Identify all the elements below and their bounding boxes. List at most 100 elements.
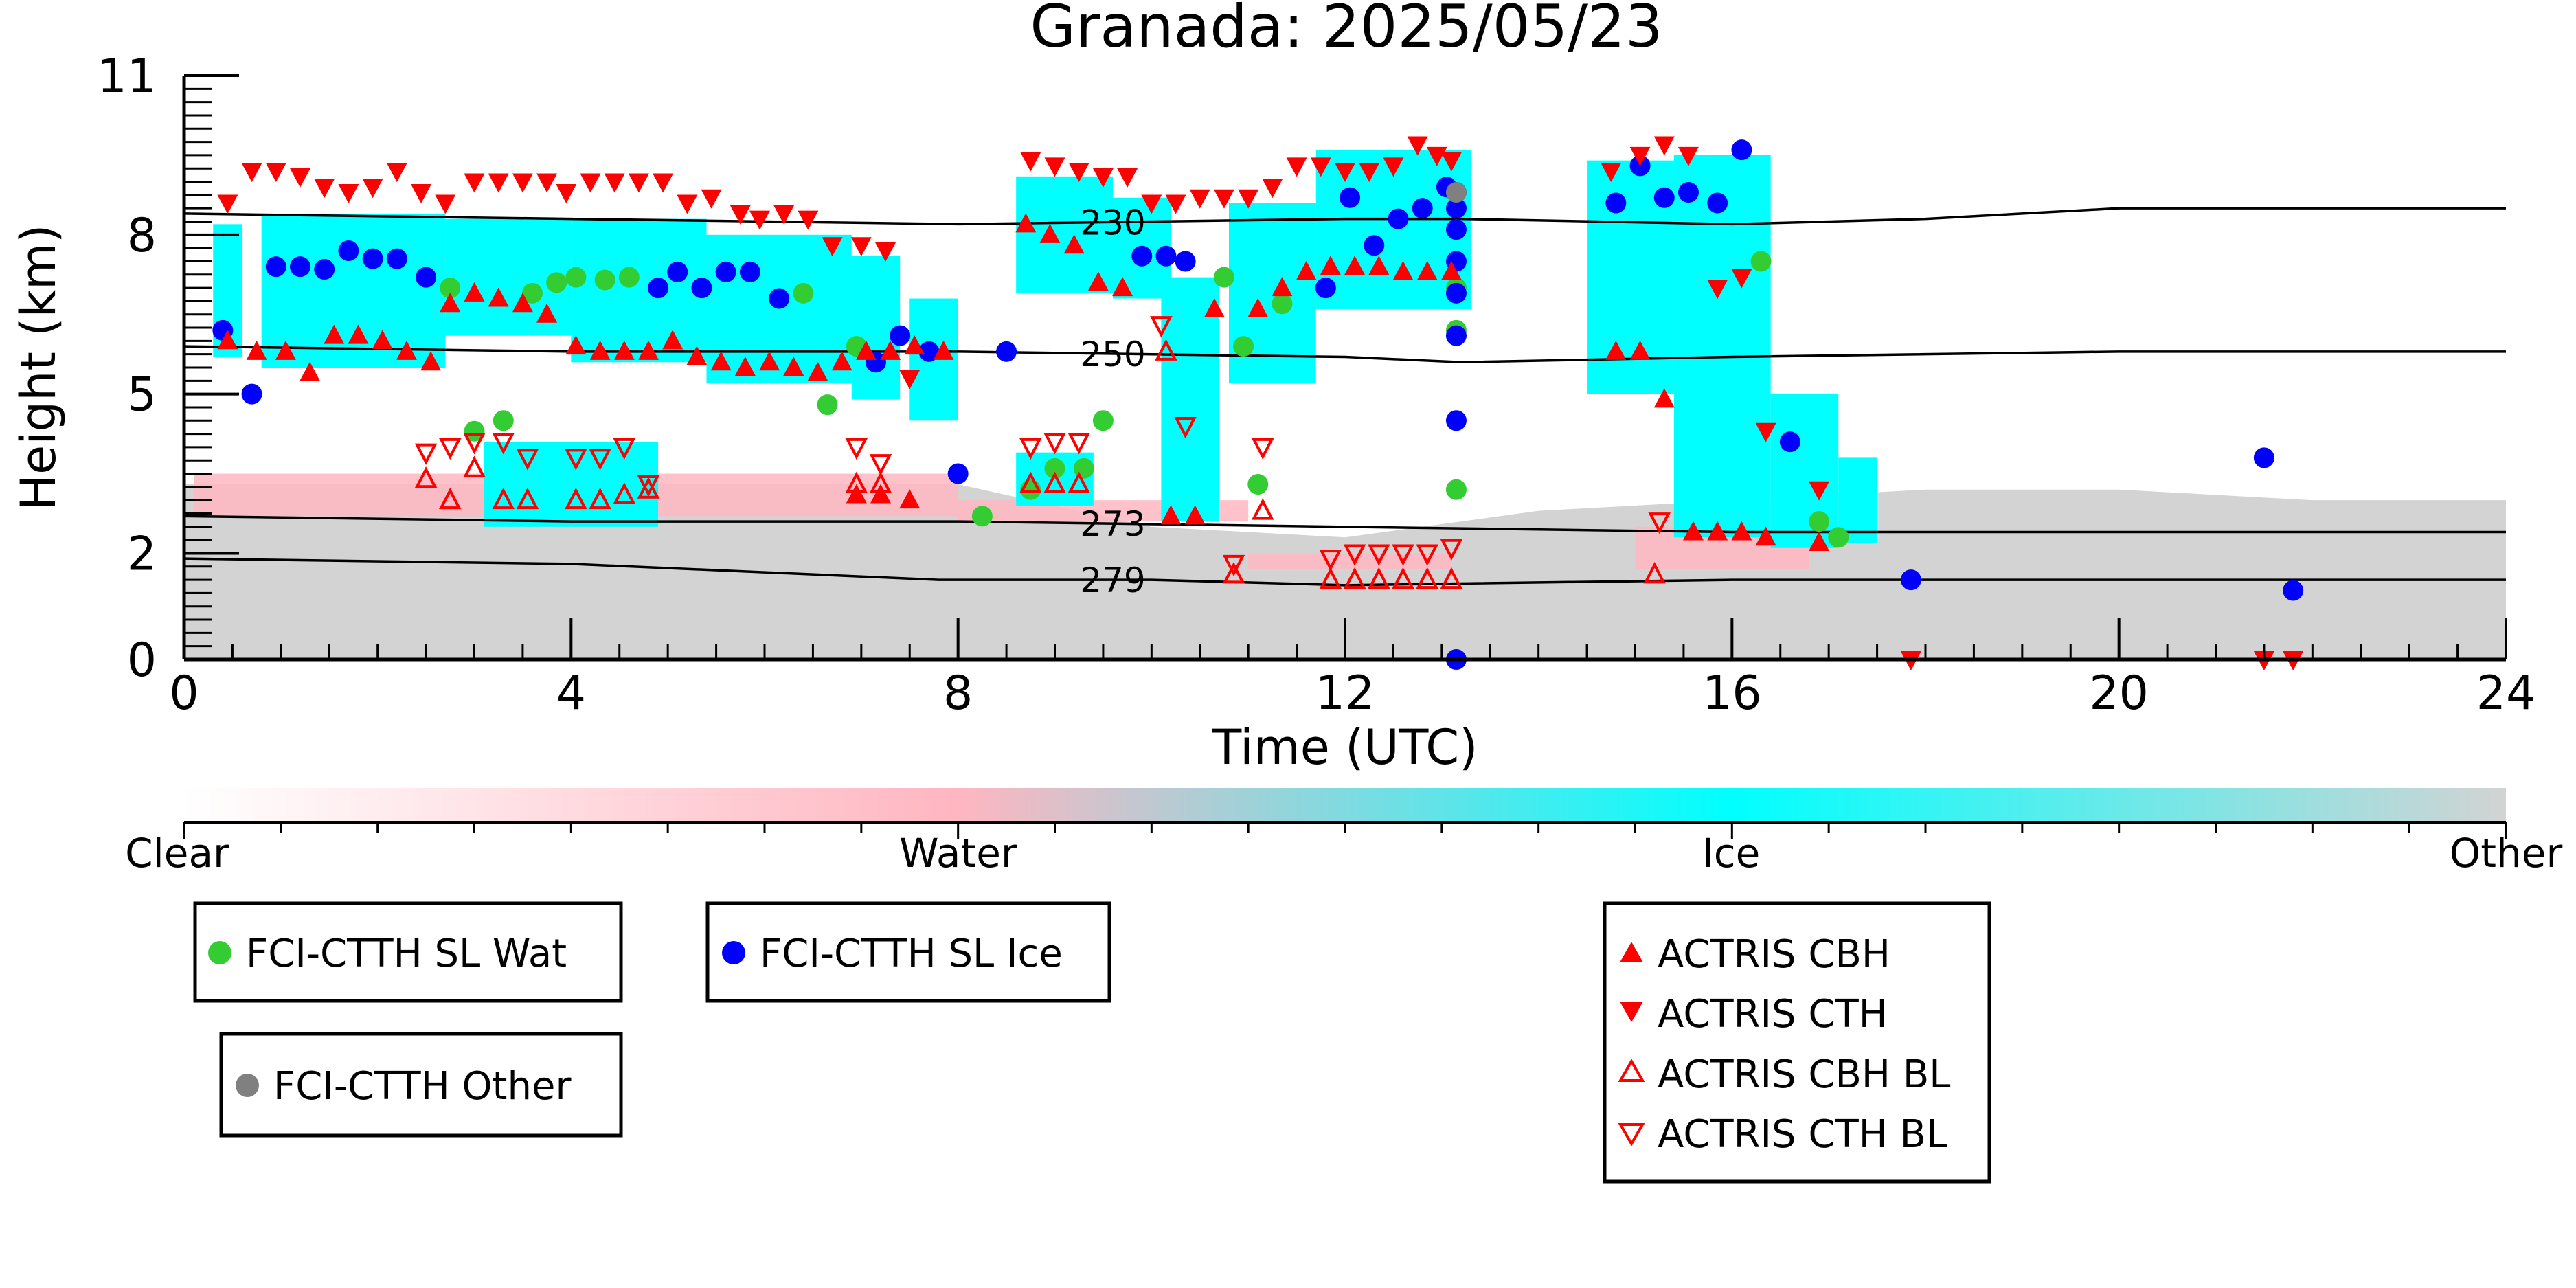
point-actris-cbh [1416,260,1438,280]
point-actris-cbh [464,282,485,302]
point-fci-ctth-sl-ice [1175,251,1196,272]
legend-label-cbh: ACTRIS CBH [1658,932,1890,977]
point-actris-cbh-bl [589,487,611,510]
point-actris-cth [773,205,795,225]
point-actris-cbh [686,346,708,365]
point-actris-cbh [1272,277,1293,297]
point-fci-ctth-sl-wat [971,506,993,527]
point-actris-cbh-bl [869,471,892,493]
point-fci-ctth-sl-wat [464,420,485,442]
point-actris-cth [604,173,625,193]
point-actris-cth [1117,168,1138,188]
axes: 0 2 5 8 11 0 4 8 12 16 20 24 [97,49,2535,721]
point-fci-ctth-sl-ice [769,288,790,309]
point-actris-cth [850,237,872,257]
point-fci-ctth-sl-ice [1364,235,1385,256]
point-fci-ctth-sl-ice [739,261,760,282]
point-fci-ctth-sl-ice [338,240,359,261]
point-fci-ctth-sl-ice [1779,431,1800,453]
chart-title: Granada: 2025/05/23 [1030,0,1662,61]
point-actris-cth-bl [589,449,611,471]
point-actris-cbh [440,293,461,313]
ice-region [706,234,852,384]
other-region [184,484,2506,659]
point-fci-ctth-sl-ice [918,341,940,362]
point-actris-cth-bl [1067,433,1091,455]
y-tick-label: 11 [97,49,157,104]
y-tick-label: 0 [127,633,157,688]
legend-marker-cbh-bl [1618,1058,1645,1082]
point-actris-cbh-bl [1222,562,1245,584]
point-actris-cbh [1204,298,1225,317]
point-actris-cth [730,205,751,225]
point-actris-cth [1653,136,1675,156]
point-actris-cbh [1653,388,1675,408]
point-actris-cth [362,179,383,199]
point-actris-cbh [783,357,804,376]
point-actris-cth [1383,157,1404,177]
point-actris-cth [1809,481,1830,501]
point-fci-ctth-sl-ice [667,261,688,282]
point-fci-ctth-sl-wat [1073,457,1094,479]
point-actris-cth-bl [1150,316,1173,338]
legend-marker-other [236,1074,259,1097]
point-actris-cbh [1755,526,1776,546]
point-actris-cbh-bl [1155,339,1177,361]
point-actris-cth [1601,163,1622,183]
point-actris-cth [1286,157,1307,177]
legend-label-wat: FCI-CTTH SL Wat [246,931,567,976]
point-actris-cbh [1392,260,1414,280]
point-fci-ctth-sl-ice [314,259,335,280]
point-fci-ctth-sl-ice [1131,245,1153,267]
point-actris-cbh [1247,298,1269,317]
point-actris-cbh [1296,260,1317,280]
point-actris-cth [536,173,558,193]
legend-label-cbh-bl: ACTRIS CBH BL [1658,1052,1950,1097]
point-fci-ctth-sl-ice [1677,182,1699,203]
point-fci-ctth-sl-ice [1315,278,1336,299]
point-fci-ctth-sl-ice [265,256,286,278]
point-actris-cbh-bl [438,487,462,510]
point-actris-cbh [1809,532,1830,551]
point-actris-cth [653,173,674,193]
point-actris-cbh [246,340,267,360]
x-tick-label: 8 [943,666,973,721]
point-actris-cth [1731,269,1752,289]
point-fci-ctth-sl-wat [493,410,514,431]
x-tick-label: 4 [556,666,586,721]
point-actris-cth [899,370,920,389]
point-actris-cbh [613,340,635,360]
point-actris-cth [1407,136,1428,156]
markers [212,136,2304,670]
point-actris-cbh-bl [516,487,539,510]
point-actris-cth [1189,189,1210,209]
point-fci-ctth-sl-ice [1412,198,1433,219]
point-fci-ctth-sl-ice [2283,580,2304,601]
point-actris-cth [1359,163,1380,183]
point-fci-ctth-sl-wat [1247,474,1269,495]
point-actris-cbh [1731,521,1752,541]
point-actris-cbh-bl [1251,498,1274,520]
point-fci-ctth-sl-wat [565,267,587,288]
point-actris-cbh [1440,260,1462,280]
point-fci-ctth-sl-wat [1272,293,1293,315]
point-actris-cbh-bl [1319,567,1342,589]
point-actris-cth-bl [1319,550,1342,572]
point-actris-cth [411,184,432,203]
point-actris-cth [386,163,407,183]
y-axis-label: Height (km) [10,225,67,511]
point-actris-cbh [1184,505,1206,525]
point-actris-cth [464,173,485,193]
point-actris-cbh [300,361,321,381]
legend-wat: FCI-CTTH SL Wat [193,901,623,1003]
point-actris-cth-bl [1416,544,1439,566]
point-fci-ctth-sl-ice [1388,208,1409,229]
isotherm-line [184,207,2506,226]
point-actris-cth [1165,194,1186,214]
point-fci-ctth-sl-ice [691,278,712,299]
point-actris-cbh [1160,505,1182,525]
point-actris-cth-bl [613,438,636,460]
point-actris-cth-bl [1174,417,1197,439]
legend-marker-wat [208,941,231,964]
point-actris-cth [677,194,698,214]
